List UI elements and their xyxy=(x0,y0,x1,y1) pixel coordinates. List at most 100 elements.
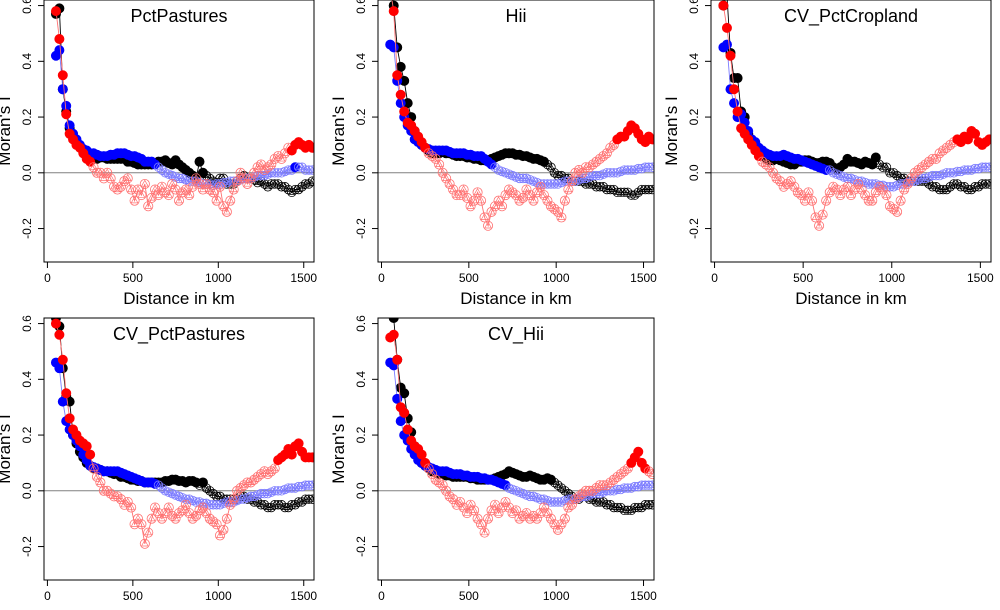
data-point-red xyxy=(923,156,934,167)
data-point-triangle-red xyxy=(473,187,482,195)
data-point-red xyxy=(792,187,803,198)
data-point-red xyxy=(619,466,630,477)
data-point-triangle-black xyxy=(219,174,228,181)
data-point-red xyxy=(122,173,133,184)
data-point-red xyxy=(934,148,945,159)
data-point-triangle-red xyxy=(106,173,115,181)
data-point-red xyxy=(497,201,508,212)
data-point-blue xyxy=(256,488,266,499)
data-point-triangle-red xyxy=(470,196,478,204)
data-point-red xyxy=(718,0,729,11)
data-point-black xyxy=(598,182,609,192)
data-point-triangle-red xyxy=(480,528,489,536)
data-point-triangle-red xyxy=(804,187,813,195)
data-point-red xyxy=(465,201,476,212)
data-point-red xyxy=(647,134,654,145)
data-point-black xyxy=(619,187,630,198)
data-point-black xyxy=(263,502,273,513)
data-point-red xyxy=(521,508,532,519)
data-point-red xyxy=(61,388,72,399)
data-point-blue xyxy=(198,179,208,189)
data-point-red xyxy=(984,134,991,145)
data-point-black xyxy=(927,182,938,192)
data-point-red xyxy=(721,22,732,33)
data-point-red xyxy=(173,508,184,519)
data-point-triangle-red xyxy=(137,519,146,527)
data-point-red xyxy=(430,153,441,164)
data-point-triangle-black xyxy=(599,182,608,190)
data-point-red xyxy=(50,318,61,329)
data-point-red xyxy=(458,502,469,513)
data-point-triangle-red xyxy=(602,148,611,156)
data-point-black xyxy=(553,480,563,490)
data-point-red xyxy=(249,167,260,178)
data-point-red xyxy=(307,452,314,463)
data-point-red xyxy=(573,491,584,502)
data-point-red xyxy=(643,466,654,477)
data-point-red xyxy=(211,195,222,206)
data-point-red xyxy=(215,530,226,541)
data-point-blue xyxy=(514,173,525,184)
data-point-triangle-red xyxy=(168,511,177,519)
data-point-red xyxy=(451,499,462,510)
data-point-triangle-red xyxy=(868,196,877,204)
data-point-triangle-blue xyxy=(171,172,180,180)
data-point-black xyxy=(626,190,636,200)
data-point-red xyxy=(170,184,181,195)
data-point-red xyxy=(938,145,949,156)
data-point-red xyxy=(821,195,832,206)
data-point-triangle-red xyxy=(466,201,475,209)
data-point-red xyxy=(232,176,243,187)
data-point-red xyxy=(146,513,157,524)
data-point-red xyxy=(785,176,796,187)
data-point-red xyxy=(566,176,577,187)
data-point-blue xyxy=(57,84,68,95)
x-tick-label: 0 xyxy=(711,271,718,285)
data-point-triangle-blue xyxy=(277,168,286,176)
data-point-black xyxy=(273,179,283,189)
data-point-red xyxy=(448,184,459,195)
data-point-triangle-red xyxy=(557,213,566,220)
data-point-blue xyxy=(619,483,630,493)
data-point-red xyxy=(399,106,410,117)
data-point-red xyxy=(510,190,521,201)
data-point-black xyxy=(647,500,654,510)
data-point-red xyxy=(476,195,487,206)
x-tick-label: 500 xyxy=(459,589,479,603)
data-point-triangle-red xyxy=(222,514,231,522)
data-point-red xyxy=(764,162,775,173)
data-point-triangle-red xyxy=(185,190,194,198)
data-point-triangle-black xyxy=(561,486,569,494)
data-point-red xyxy=(842,181,853,192)
y-tick-label: 0.0 xyxy=(354,164,368,181)
data-point-triangle-red xyxy=(818,210,827,218)
data-point-red xyxy=(601,480,612,491)
data-point-black xyxy=(609,184,619,195)
data-point-red xyxy=(835,190,846,201)
data-point-red xyxy=(242,477,253,488)
data-point-red xyxy=(102,167,113,178)
data-point-red xyxy=(462,508,473,519)
data-point-red xyxy=(462,192,473,203)
data-point-triangle-blue xyxy=(857,177,866,184)
data-point-red xyxy=(232,485,243,496)
data-point-red xyxy=(262,162,273,173)
data-point-triangle-red xyxy=(470,505,478,513)
data-point-triangle-red xyxy=(843,182,852,190)
data-point-black xyxy=(602,500,612,510)
data-point-triangle-red xyxy=(164,503,173,511)
x-tick-label: 1000 xyxy=(205,271,232,285)
data-point-triangle-red xyxy=(205,185,214,193)
data-point-red xyxy=(170,513,181,524)
data-point-triangle-red xyxy=(137,190,146,198)
data-point-red xyxy=(902,178,913,189)
data-point-black xyxy=(276,182,287,192)
series-red xyxy=(50,318,314,549)
data-point-red xyxy=(441,173,452,184)
data-point-blue xyxy=(588,170,598,181)
data-point-red xyxy=(771,173,782,184)
data-point-red xyxy=(867,195,878,206)
data-point-triangle-black xyxy=(543,160,552,167)
data-point-red xyxy=(423,148,434,159)
